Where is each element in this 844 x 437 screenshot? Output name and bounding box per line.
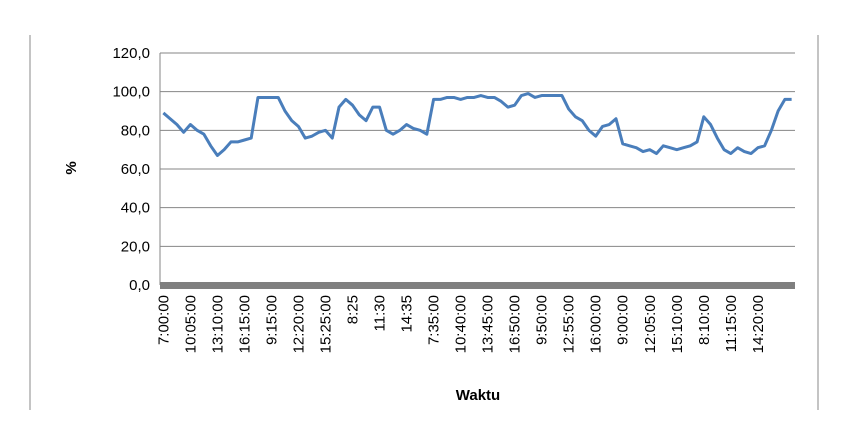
x-tick-label: 13:45:00 — [480, 295, 497, 353]
x-tick-label: 9:50:00 — [534, 295, 551, 345]
x-tick-label: 8:10:00 — [696, 295, 713, 345]
x-tick-label: 7:00:00 — [155, 295, 172, 345]
x-axis-title: Waktu — [456, 387, 500, 404]
x-tick-label: 16:50:00 — [507, 295, 524, 353]
data-line — [162, 92, 792, 157]
y-tick-label: 60,0 — [121, 161, 150, 178]
x-tick-label: 11:15:00 — [723, 295, 740, 352]
x-tick-label: 10:40:00 — [453, 295, 470, 353]
y-tick-label: 20,0 — [121, 238, 150, 255]
y-tick-label: 80,0 — [121, 122, 150, 139]
y-tick-label: 120,0 — [112, 45, 150, 62]
x-axis — [160, 282, 795, 289]
x-tick-label: 9:15:00 — [263, 295, 280, 345]
x-tick-label: 9:00:00 — [615, 295, 632, 345]
x-tick-label: 14:20:00 — [750, 295, 767, 353]
x-tick-label: 15:25:00 — [318, 295, 335, 353]
x-tick-label: 10:05:00 — [182, 295, 199, 353]
x-tick-label: 16:15:00 — [236, 295, 253, 353]
x-tick-label: 12:20:00 — [290, 295, 307, 353]
y-axis-title: % — [63, 161, 80, 174]
x-tick-label: 15:10:00 — [669, 295, 686, 353]
x-tick-label: 13:10:00 — [209, 295, 226, 353]
x-tick-label: 7:35:00 — [426, 295, 443, 345]
y-tick-label: 100,0 — [112, 84, 150, 101]
x-tick-label: 14:35 — [399, 295, 416, 333]
y-tick-label: 40,0 — [121, 200, 150, 217]
x-tick-label: 16:00:00 — [588, 295, 605, 353]
y-tick-label: 0,0 — [129, 277, 150, 294]
x-tick-label: 12:05:00 — [642, 295, 659, 353]
x-tick-label: 8:25 — [345, 295, 362, 324]
x-tick-label: 11:30 — [372, 295, 389, 331]
x-tick-label: 12:55:00 — [561, 295, 578, 353]
